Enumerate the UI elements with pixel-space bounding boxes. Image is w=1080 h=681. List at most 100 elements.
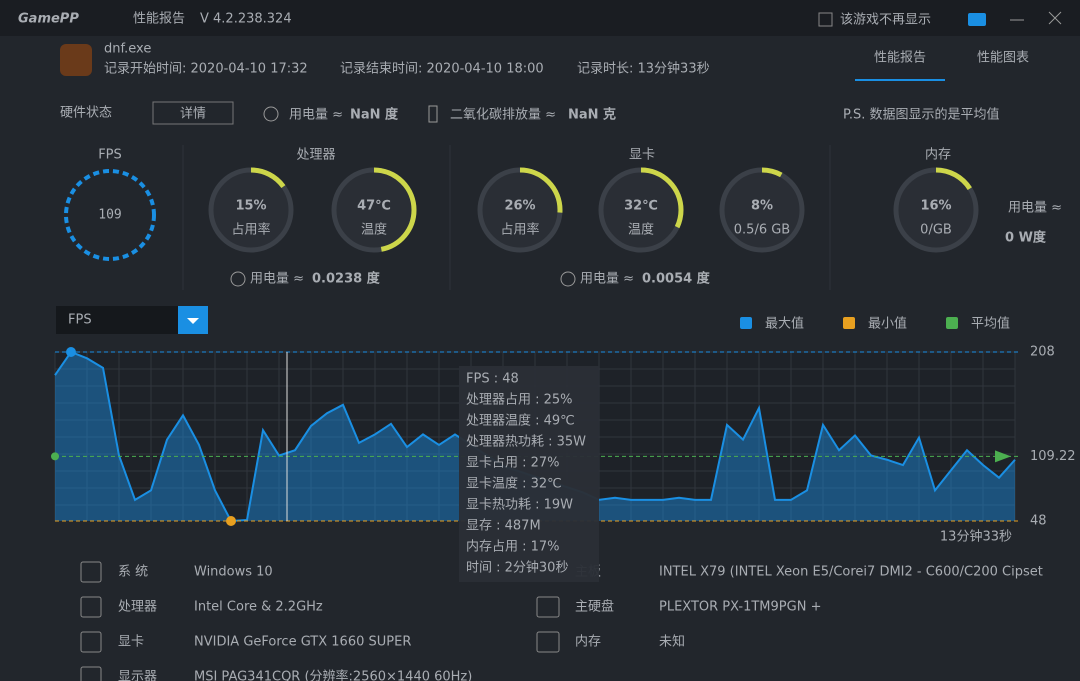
y-tick-label: 48 — [1030, 514, 1047, 529]
y-tick-label: 208 — [1030, 345, 1055, 360]
tab: 性能报告 — [874, 51, 926, 66]
gauge-caption: 0.5/6 GB — [734, 223, 790, 238]
power-label: 用电量 ≈ — [580, 272, 634, 287]
title-bar — [0, 0, 1080, 36]
hw-icon — [80, 631, 102, 653]
tooltip-line: FPS : 48 — [466, 372, 519, 387]
avg-arrow — [995, 450, 1011, 463]
power-label: 用电量 ≈ — [1008, 201, 1062, 216]
fps-value: 109 — [98, 208, 121, 223]
power-label: 用电量 ≈ — [289, 108, 343, 123]
gauge-caption: 温度 — [628, 222, 654, 238]
power-value: 0.0238 度 — [312, 271, 381, 287]
hw-label: 系 统 — [118, 565, 148, 580]
gauge-title: 处理器 — [296, 148, 335, 163]
game-icon — [60, 44, 92, 76]
hw-icon — [536, 596, 560, 618]
hw-value: 未知 — [659, 634, 685, 650]
hw-label: 显示器 — [118, 670, 157, 681]
gauge-caption: 占用率 — [231, 222, 270, 238]
section-title: 硬件状态 — [60, 106, 112, 121]
hw-value: INTEL X79 (INTEL Xeon E5/Corei7 DMI2 - C… — [659, 565, 1043, 580]
app-title: 性能报告 — [133, 12, 185, 27]
tooltip-line: 显存 : 487M — [466, 519, 541, 534]
gauge-caption: 0/GB — [920, 223, 952, 238]
close[interactable] — [1048, 11, 1062, 25]
gauge-arc — [477, 167, 563, 253]
tooltip-bg — [459, 366, 599, 582]
hw-label: 显卡 — [118, 635, 144, 650]
gauge-value: 26% — [504, 199, 535, 214]
duration: 记录时长: 13分钟33秒 — [577, 61, 710, 77]
tab: 性能图表 — [977, 51, 1029, 66]
camera-icon[interactable] — [968, 13, 986, 26]
power-icon — [230, 271, 246, 287]
button-label: 详情 — [180, 107, 206, 122]
checkbox[interactable] — [818, 12, 833, 27]
gauge-caption: 占用率 — [500, 222, 539, 238]
gauge-caption: 温度 — [361, 222, 387, 238]
min-marker — [226, 516, 236, 526]
version: V 4.2.238.324 — [200, 12, 292, 27]
hw-value: PLEXTOR PX-1TM9PGN + — [659, 600, 821, 615]
area-fill — [55, 352, 1015, 521]
gauge-title: FPS — [98, 148, 122, 163]
arrow — [187, 318, 199, 324]
power-label: 用电量 ≈ — [250, 272, 304, 287]
tooltip-line: 内存占用 : 17% — [466, 539, 560, 555]
legend-label: 平均值 — [971, 316, 1010, 332]
power-icon — [263, 106, 279, 122]
co2-value: NaN 克 — [568, 107, 616, 123]
power-value: 0.0054 度 — [642, 271, 711, 287]
gauge-arc — [598, 167, 684, 253]
hw-icon — [536, 631, 560, 653]
hw-value: Intel Core & 2.2GHz — [194, 600, 323, 615]
hw-label: 主硬盘 — [575, 599, 614, 615]
tooltip-line: 显卡热功耗 : 19W — [466, 498, 573, 513]
power-icon — [560, 271, 576, 287]
start-time: 记录开始时间: 2020-04-10 17:32 — [104, 62, 308, 77]
hw-value: NVIDIA GeForce GTX 1660 SUPER — [194, 635, 411, 650]
gauge-arc — [208, 167, 294, 253]
dont-show: 该游戏不再显示 — [840, 13, 931, 28]
tooltip-line: 处理器占用 : 25% — [466, 393, 573, 408]
end-time: 记录结束时间: 2020-04-10 18:00 — [340, 62, 544, 77]
gauge-value: 15% — [235, 199, 266, 214]
hw-icon — [80, 666, 102, 681]
legend-label: 最大值 — [765, 316, 804, 332]
y-tick-label: 109.22 — [1030, 449, 1076, 464]
co2-label: 二氧化碳排放量 ≈ — [450, 108, 556, 123]
hw-icon — [80, 561, 102, 583]
select-value: FPS — [68, 313, 92, 328]
x-end-label: 13分钟33秒 — [940, 529, 1012, 545]
legend-label: 最小值 — [868, 316, 907, 332]
co2-icon — [428, 105, 438, 123]
gauge-value: 16% — [920, 199, 951, 214]
tooltip-line: 处理器热功耗 : 35W — [466, 435, 586, 450]
tooltip-line: 显卡温度 : 32℃ — [466, 476, 562, 492]
note: P.S. 数据图显示的是平均值 — [843, 107, 999, 123]
legend-swatch — [740, 317, 752, 329]
process: dnf.exe — [104, 42, 151, 57]
hw-label: 内存 — [575, 634, 601, 650]
tooltip-line: 时间 : 2分钟30秒 — [466, 560, 568, 576]
tooltip-line: 显卡占用 : 27% — [466, 456, 560, 471]
hw-icon — [80, 596, 102, 618]
logo: GamePP — [18, 12, 79, 27]
gauge-value: 8% — [751, 199, 773, 214]
gauge-arc — [331, 167, 417, 253]
gauge-title: 显卡 — [629, 148, 655, 163]
legend-swatch — [946, 317, 958, 329]
gauge-arc — [893, 167, 979, 253]
fps-ring — [64, 169, 156, 261]
hw-value: MSI PAG341CQR (分辨率:2560×1440 60Hz) — [194, 669, 472, 681]
power-value: NaN 度 — [350, 107, 399, 123]
gauge-value: 47℃ — [357, 199, 391, 214]
details-button[interactable] — [152, 101, 234, 125]
power-value: 0 W度 — [1005, 230, 1047, 246]
avg-marker — [51, 452, 59, 461]
legend-swatch — [843, 317, 855, 329]
gauge-arc — [719, 167, 805, 253]
